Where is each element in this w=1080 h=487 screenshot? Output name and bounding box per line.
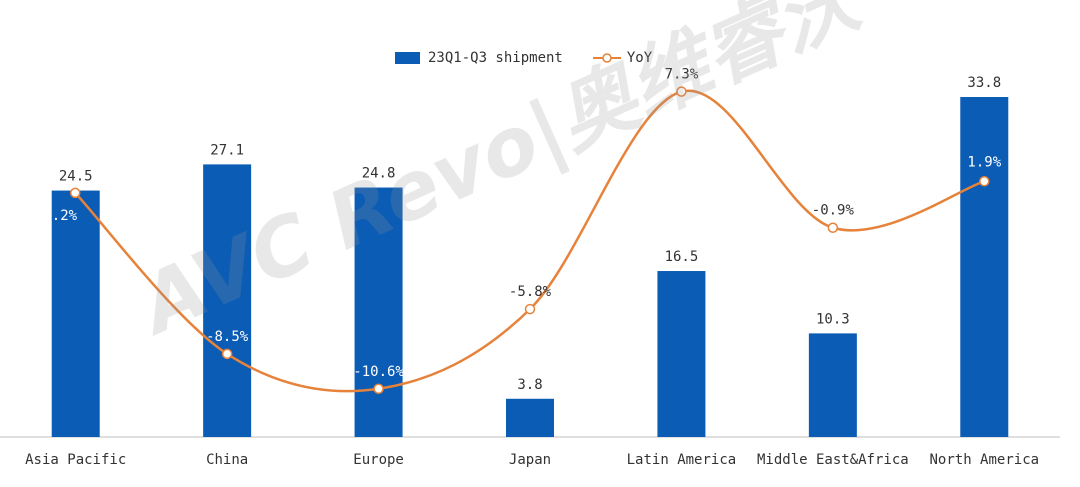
legend-bar-swatch	[395, 52, 420, 64]
legend-item-yoy: YoY	[592, 50, 653, 66]
yoy-value-label-5: -0.9%	[812, 203, 855, 219]
yoy-point-5	[827, 222, 839, 233]
x-tick-label-6: North America	[929, 452, 1039, 468]
x-tick-label-3: Japan	[509, 452, 551, 468]
bar-value-label-6: 33.8	[967, 75, 1001, 91]
bar-4	[657, 271, 706, 437]
x-tick-label-1: China	[206, 452, 248, 468]
bar-2	[354, 187, 403, 437]
yoy-value-label-6: 1.9%	[967, 154, 1001, 170]
bar-0	[51, 190, 100, 437]
x-tick-label-4: Latin America	[627, 452, 737, 468]
yoy-point-0	[69, 187, 81, 199]
bar-value-label-5: 10.3	[816, 311, 850, 327]
bar-5	[808, 333, 857, 437]
x-tick-label-2: Europe	[353, 452, 404, 468]
yoy-value-label-3: -5.8%	[509, 284, 552, 300]
bar-value-label-2: 24.8	[362, 166, 396, 182]
bar-6	[960, 97, 1009, 437]
bar-1	[203, 164, 252, 437]
legend-line-swatch	[592, 53, 621, 63]
legend-label-shipment: 23Q1-Q3 shipment	[428, 50, 563, 66]
x-tick-label-5: Middle East&Africa	[757, 452, 909, 468]
legend-label-yoy: YoY	[626, 50, 653, 66]
yoy-point-2	[373, 383, 384, 395]
bar-value-label-3: 3.8	[517, 377, 542, 393]
yoy-value-label-2: -10.6%	[353, 364, 404, 380]
yoy-value-label-1: -8.5%	[206, 329, 249, 345]
bar-value-label-0: 24.5	[59, 169, 93, 185]
x-tick-label-0: Asia Pacific	[25, 452, 126, 468]
bar-value-label-4: 16.5	[665, 249, 699, 265]
yoy-point-3	[524, 303, 536, 315]
bar-3	[506, 398, 554, 437]
legend-item-shipment: 23Q1-Q3 shipment	[395, 50, 563, 66]
bar-value-label-1: 27.1	[210, 142, 244, 158]
legend: 23Q1-Q3 shipment YoY	[395, 50, 682, 66]
yoy-value-label-0: 1.2%	[43, 208, 77, 224]
yoy-value-label-4: 7.3%	[665, 67, 699, 83]
yoy-point-1	[221, 348, 233, 360]
yoy-point-6	[979, 176, 990, 187]
yoy-point-4	[676, 86, 687, 97]
